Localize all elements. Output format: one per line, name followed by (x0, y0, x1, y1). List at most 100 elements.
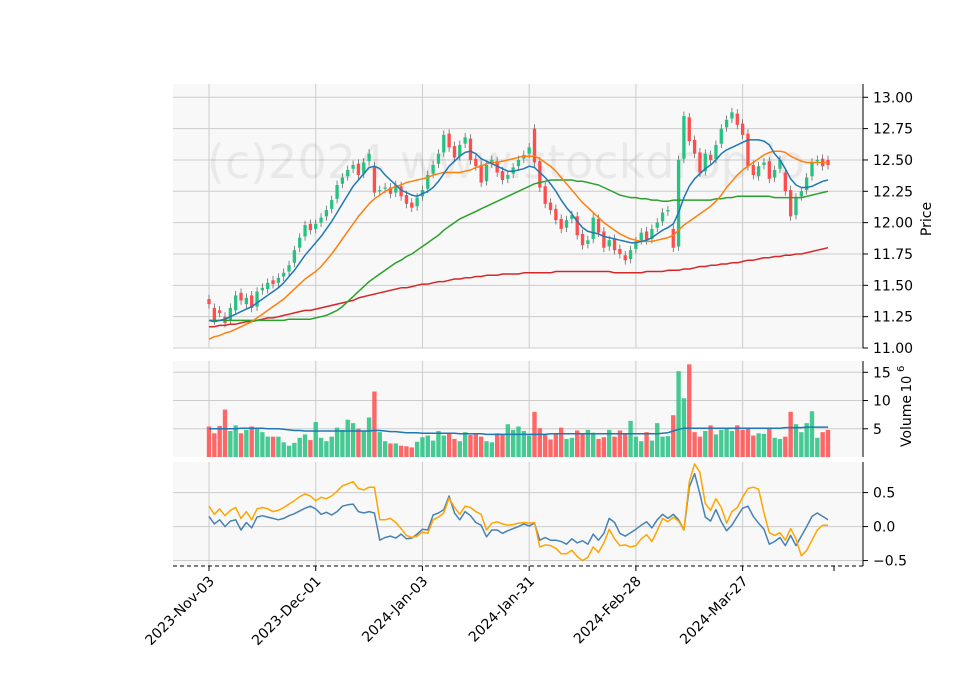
volume-scale-exponent: 6 (896, 366, 907, 372)
volume-bar (313, 421, 318, 457)
candle-body (303, 225, 307, 237)
volume-bar (628, 420, 633, 457)
volume-scale-base: 10 (900, 376, 915, 393)
volume-bar (729, 431, 735, 457)
candle (767, 156, 771, 184)
volume-ytick-label: 15 (873, 365, 891, 381)
volume-bar (212, 433, 217, 457)
price-ytick-label: 13.00 (873, 90, 913, 106)
ma-mid-line (208, 150, 828, 340)
candle-body (255, 291, 259, 307)
oscillator-series-a-line (208, 472, 829, 547)
candle-body (554, 208, 558, 221)
candle-body (805, 177, 809, 191)
volume-bar (644, 432, 649, 457)
volume-axis-label: Volume (899, 395, 915, 447)
volume-bar (393, 443, 398, 457)
candle (484, 160, 489, 186)
candle (676, 155, 681, 251)
volume-bar (639, 441, 644, 457)
volume-bar (222, 409, 228, 457)
candle (751, 160, 755, 180)
candle (687, 112, 691, 146)
volume-bar (441, 435, 446, 457)
candle-body (724, 119, 729, 128)
candle (340, 173, 345, 189)
volume-scale-label: 10 6 (896, 366, 915, 393)
candle (682, 111, 686, 164)
candle-body (351, 164, 355, 169)
price-ytick-label: 11.50 (873, 278, 913, 294)
candle (746, 129, 750, 171)
candle (799, 186, 803, 201)
candle-body (660, 212, 665, 222)
candle-body (298, 237, 302, 248)
candle (458, 140, 462, 161)
volume-bar (420, 437, 425, 457)
candle (372, 161, 377, 197)
volume-bar (564, 438, 569, 457)
candle (378, 185, 382, 196)
candle-body (218, 310, 222, 313)
volume-bar (542, 434, 548, 457)
candle-body (692, 139, 697, 154)
candle-body (308, 223, 313, 231)
volume-bar (297, 437, 302, 457)
volume-bar (414, 441, 420, 457)
volume-bar (254, 428, 260, 457)
candle (543, 181, 547, 209)
candle-body (431, 164, 435, 174)
candle (271, 275, 275, 289)
candle (623, 250, 627, 265)
candle (735, 109, 739, 130)
candle (367, 149, 371, 166)
candle-body (260, 287, 265, 291)
candle-body (602, 231, 606, 248)
candle-body (682, 116, 686, 159)
candle-body (426, 174, 430, 189)
volume-bar (324, 441, 329, 457)
volume-bar (276, 436, 281, 457)
candle-body (687, 117, 691, 142)
candle (239, 288, 243, 305)
volume-bar (361, 431, 366, 457)
xtick-label: 2024-Mar-27 (677, 574, 751, 648)
candle-body (612, 238, 617, 251)
candle (218, 306, 222, 318)
candle (532, 124, 537, 167)
candle-body (783, 172, 787, 192)
volume-bar (249, 426, 254, 457)
volume-bar (617, 430, 623, 457)
oscillator-ytick-label: −0.5 (873, 554, 907, 570)
candle-body (676, 159, 681, 247)
candle-body (591, 217, 595, 239)
candle (730, 107, 734, 123)
oscillator-series-b-line (208, 463, 828, 562)
volume-bar (692, 432, 697, 457)
volume-bar (735, 425, 740, 457)
candle-body (404, 195, 409, 204)
candle-body (570, 215, 574, 219)
candle-body (575, 216, 579, 236)
volume-bar (345, 419, 350, 457)
candle-body (735, 113, 739, 125)
volume-bar (799, 432, 804, 457)
candle-body (618, 248, 622, 254)
volume-ytick-label: 5 (873, 422, 882, 438)
candle (207, 294, 211, 309)
candle-body (378, 190, 382, 192)
candle (319, 213, 323, 228)
candle (575, 211, 579, 240)
candle-body (399, 186, 403, 197)
candle-body (340, 177, 345, 184)
candle-body (410, 202, 414, 208)
candle (244, 293, 249, 309)
watermark: (c)2024 www.stockdrop.io (207, 135, 805, 189)
candle-body (356, 163, 361, 175)
candle (298, 233, 302, 253)
candle (447, 129, 451, 152)
volume-bar (559, 427, 564, 457)
candle-body (474, 158, 478, 167)
candle (666, 205, 670, 216)
candle-body (506, 174, 510, 179)
